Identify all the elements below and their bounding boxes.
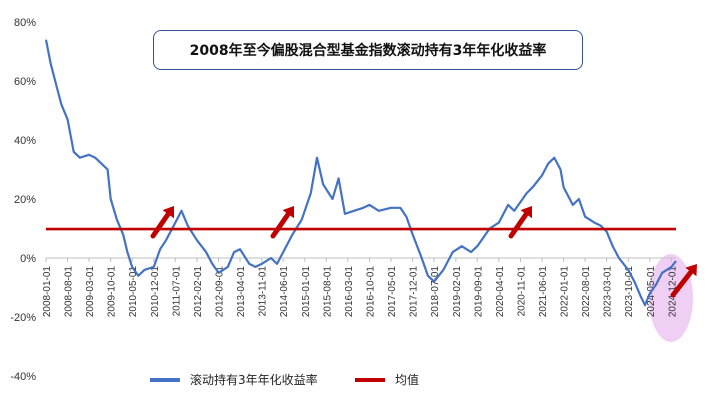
x-tick-label: 2011-07-01 [171, 266, 182, 317]
x-tick-label: 2008-01-01 [42, 266, 53, 318]
legend-mean: 均值 [355, 371, 419, 388]
x-tick-label: 2020-11-01 [517, 266, 528, 317]
x-tick-label: 2012-02-01 [193, 266, 204, 318]
x-tick-label: 2016-03-01 [344, 266, 355, 318]
y-tick-label: 40% [14, 135, 36, 147]
legend-mean-label: 均值 [395, 373, 420, 387]
trend-arrow-shaft [150, 207, 174, 239]
x-tick-label: 2019-09-01 [473, 266, 484, 318]
x-tick-label: 2018-07-01 [430, 266, 441, 318]
x-tick-label: 2023-10-01 [624, 266, 635, 318]
series-line-rolling-return [44, 39, 677, 307]
x-tick-label: 2019-02-01 [452, 266, 463, 318]
x-tick-label: 2021-06-01 [538, 266, 549, 318]
x-tick-label: 2013-04-01 [236, 266, 247, 318]
y-tick-label: 60% [14, 76, 36, 88]
x-tick-label: 2014-06-01 [279, 266, 290, 318]
x-tick-label: 2022-08-01 [581, 266, 592, 318]
x-tick-label: 2012-09-01 [215, 266, 226, 318]
y-tick-label: 80% [14, 17, 36, 29]
legend-series-label: 滚动持有3年年化收益率 [190, 373, 318, 387]
x-tick-label: 2013-11-01 [258, 266, 269, 317]
x-tick-label: 2016-10-01 [366, 266, 377, 318]
trend-arrow-shaft [670, 265, 697, 298]
x-tick-label: 2009-10-01 [107, 266, 118, 318]
x-tick-label: 2023-03-01 [603, 266, 614, 318]
legend-series: 滚动持有3年年化收益率 [150, 371, 318, 388]
x-tick-label: 2015-08-01 [322, 266, 333, 318]
x-tick-label: 2010-12-01 [150, 266, 161, 318]
x-tick-label: 2020-04-01 [495, 266, 506, 318]
x-tick-label: 2008-08-01 [64, 266, 75, 318]
x-tick-label: 2015-01-01 [301, 266, 312, 318]
trend-arrow-shaft [508, 207, 532, 239]
trend-arrow-head [162, 206, 174, 219]
x-tick-label: 2017-12-01 [409, 266, 420, 318]
y-tick-label: -40% [10, 371, 36, 383]
legend-mean-swatch [355, 377, 385, 382]
trend-arrow-shaft [270, 207, 294, 239]
trend-arrow-head [282, 206, 294, 219]
x-tick-label: 2022-01-01 [560, 266, 571, 318]
legend-series-swatch [150, 377, 180, 382]
chart-title: 2008年至今偏股混合型基金指数滚动持有3年年化收益率 [153, 30, 583, 70]
x-tick-label: 2009-03-01 [85, 266, 96, 318]
x-tick-label: 2017-05-01 [387, 266, 398, 318]
y-tick-label: 20% [14, 194, 36, 206]
trend-arrow-head [520, 206, 532, 219]
y-tick-label: 0% [20, 253, 36, 265]
trend-arrow-head [685, 264, 697, 277]
x-tick-label: 2010-05-01 [128, 266, 139, 318]
y-tick-label: -20% [10, 312, 36, 324]
